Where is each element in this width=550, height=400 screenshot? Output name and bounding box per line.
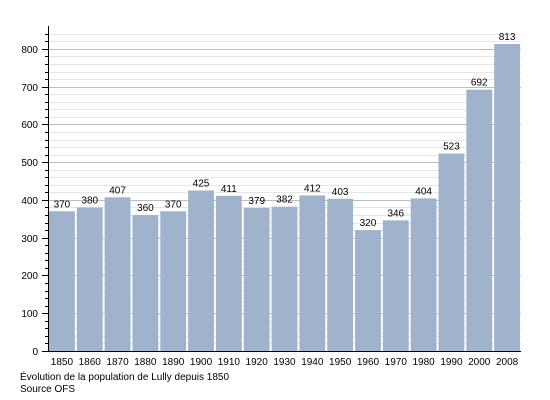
x-tick-label: 1940 <box>301 357 324 368</box>
bar-2008 <box>494 43 520 352</box>
bar-value-label: 523 <box>443 141 460 152</box>
x-tick-label: 1920 <box>246 357 269 368</box>
x-tick-label: 1950 <box>329 357 352 368</box>
bar-value-label: 360 <box>137 203 154 214</box>
x-tick-label: 1980 <box>412 357 435 368</box>
x-tick-label: 1890 <box>162 357 185 368</box>
bar-2000 <box>466 89 493 351</box>
y-tick-label: 100 <box>21 309 38 320</box>
y-tick-label: 0 <box>32 347 38 358</box>
bar-value-label: 379 <box>248 196 265 207</box>
bar-1880 <box>132 215 159 351</box>
x-tick-label: 2000 <box>468 357 491 368</box>
bar-1850 <box>49 211 75 351</box>
bar-value-label: 380 <box>81 195 98 206</box>
bar-1980 <box>410 198 437 351</box>
bar-1890 <box>160 211 187 351</box>
x-tick-label: 1910 <box>218 357 241 368</box>
x-tick-label: 1870 <box>106 357 129 368</box>
bar-1860 <box>76 207 103 351</box>
bar-1960 <box>355 230 381 351</box>
bar-value-label: 370 <box>54 199 71 210</box>
x-tick-label: 1880 <box>134 357 157 368</box>
y-tick-label: 400 <box>21 196 38 207</box>
x-tick-label: 1960 <box>357 357 380 368</box>
chart-caption: Évolution de la population de Lully depu… <box>20 372 230 383</box>
y-tick-label: 800 <box>21 45 38 56</box>
bar-1870 <box>104 197 131 351</box>
bar-value-label: 370 <box>165 199 182 210</box>
bar-value-label: 425 <box>193 179 210 190</box>
labels: 0 100 200 300 400 500 600 700 800 370 1850 380 1860 4… <box>21 32 518 368</box>
bar-value-label: 412 <box>304 183 321 194</box>
y-tick-label: 300 <box>21 234 38 245</box>
bar-value-label: 813 <box>499 32 516 43</box>
bar-1930 <box>271 206 298 351</box>
bar-1940 <box>299 195 326 351</box>
bars <box>49 43 520 352</box>
bar-1910 <box>215 195 242 351</box>
x-tick-label: 1990 <box>440 357 463 368</box>
bar-1920 <box>243 207 270 351</box>
x-tick-label: 1900 <box>190 357 213 368</box>
bar-1970 <box>382 220 409 351</box>
bar-value-label: 411 <box>221 184 237 195</box>
bar-value-label: 404 <box>415 186 432 197</box>
chart-source: Source OFS <box>20 384 76 395</box>
y-tick-label: 200 <box>21 271 38 282</box>
bar-value-label: 692 <box>471 78 488 89</box>
bar-value-label: 407 <box>109 185 126 196</box>
bar-1990 <box>438 153 465 351</box>
y-tick-label: 600 <box>21 120 38 131</box>
bar-value-label: 346 <box>387 208 404 219</box>
y-tick-label: 700 <box>21 83 38 94</box>
x-tick-label: 1860 <box>79 357 102 368</box>
x-tick-label: 1930 <box>273 357 296 368</box>
bar-1900 <box>188 190 214 351</box>
axes <box>42 26 521 352</box>
x-tick-label: 1970 <box>385 357 408 368</box>
bar-value-label: 403 <box>332 187 349 198</box>
y-tick-label: 500 <box>21 158 38 169</box>
bar-value-label: 382 <box>276 195 293 206</box>
x-tick-label: 2008 <box>496 357 519 368</box>
bar-value-label: 320 <box>360 218 377 229</box>
bar-1950 <box>327 198 354 351</box>
x-tick-label: 1850 <box>51 357 74 368</box>
